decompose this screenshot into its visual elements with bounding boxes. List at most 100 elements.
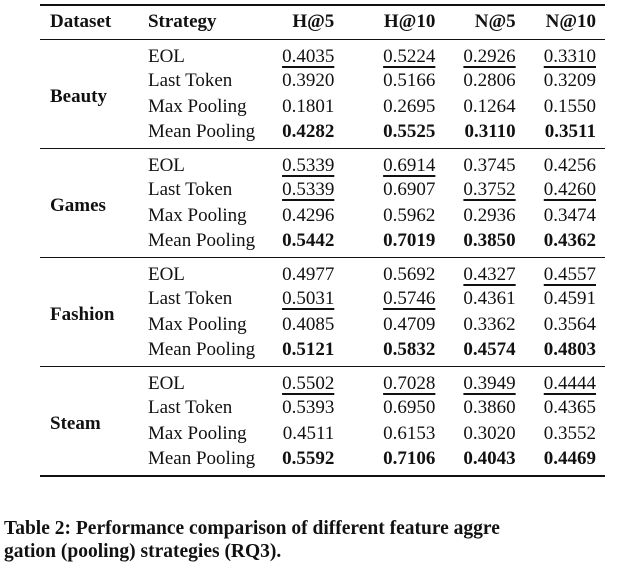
- metric-value: 0.6950: [383, 396, 436, 418]
- metric-cell: 0.2806: [435, 68, 515, 95]
- metric-cell: 0.4256: [516, 148, 605, 177]
- metric-cell: 0.4977: [275, 257, 335, 286]
- metric-cell: 0.1801: [275, 94, 335, 121]
- metric-cell: 0.5832: [334, 339, 435, 367]
- strategy-label: EOL: [147, 154, 185, 176]
- metric-cell: 0.4803: [516, 339, 605, 367]
- metric-value: 0.5442: [282, 229, 335, 251]
- metric-cell: 0.4574: [435, 339, 515, 367]
- metric-value: 0.1801: [282, 96, 335, 118]
- metric-cell: 0.5121: [275, 338, 335, 367]
- metric-cell: 0.5592: [275, 447, 335, 476]
- header-n10: N@10: [545, 11, 596, 33]
- metric-cell: 0.5166: [334, 68, 435, 95]
- metric-value: 0.4260: [543, 178, 596, 200]
- table-row: Max Pooling 0.1801 0.2695 0.1264 0.1550: [40, 94, 605, 121]
- metric-cell: 0.4362: [516, 230, 605, 258]
- strategy-label: Last Token: [147, 287, 233, 309]
- header-h10: H@10: [383, 11, 436, 33]
- metric-value: 0.3362: [463, 314, 516, 336]
- metric-value: 0.4977: [282, 263, 335, 285]
- metric-value: 0.5592: [282, 447, 335, 469]
- metric-cell: 0.3110: [435, 121, 515, 149]
- metric-value: 0.3860: [463, 396, 516, 418]
- metric-cell: 0.4361: [435, 286, 515, 313]
- metric-value: 0.4469: [543, 447, 596, 469]
- strategy-label: EOL: [147, 45, 185, 67]
- metric-cell: 0.6153: [334, 421, 435, 448]
- metric-value: 0.3310: [543, 45, 596, 67]
- metric-cell: 0.3752: [435, 177, 515, 204]
- metric-value: 0.2695: [383, 96, 436, 118]
- metric-value: 0.2936: [463, 205, 516, 227]
- metric-value: 0.3920: [282, 69, 335, 91]
- metric-cell: 0.5525: [334, 121, 435, 149]
- metric-value: 0.3474: [543, 205, 596, 227]
- metric-cell: 0.2695: [334, 94, 435, 121]
- metric-cell: 0.1264: [435, 94, 515, 121]
- metric-value: 0.4282: [282, 120, 335, 142]
- strategy-label: Mean Pooling: [147, 338, 256, 360]
- strategy-label: Last Token: [147, 178, 233, 200]
- table-row: Mean Pooling 0.5442 0.7019 0.3850 0.4362: [40, 229, 605, 258]
- table-row: Last Token 0.5393 0.6950 0.3860 0.4365: [40, 395, 605, 422]
- strategy-label: EOL: [147, 263, 185, 285]
- metric-value: 0.4557: [543, 263, 596, 285]
- dataset-label: Steam: [50, 412, 101, 434]
- metric-value: 0.3745: [463, 154, 516, 176]
- strategy-label: Max Pooling: [147, 205, 247, 227]
- strategy-label: Max Pooling: [147, 314, 247, 336]
- metric-value: 0.1550: [543, 96, 596, 118]
- metric-cell: 0.3362: [435, 312, 515, 339]
- metric-value: 0.3209: [543, 69, 596, 91]
- table-row: Mean Pooling 0.4282 0.5525 0.3110 0.3511: [40, 120, 605, 149]
- metric-value: 0.4327: [463, 263, 516, 285]
- header-dataset: Dataset: [50, 11, 112, 33]
- metric-cell: 0.5224: [334, 39, 435, 68]
- metric-cell: 0.6907: [334, 177, 435, 204]
- metric-value: 0.5692: [383, 263, 436, 285]
- metric-cell: 0.3850: [435, 230, 515, 258]
- metric-value: 0.4043: [463, 447, 516, 469]
- metric-cell: 0.4035: [275, 39, 334, 68]
- metric-cell: 0.5442: [275, 229, 335, 258]
- metric-value: 0.7019: [383, 229, 436, 251]
- table-row: Last Token 0.5339 0.6907 0.3752 0.4260: [40, 177, 605, 204]
- table-row: Mean Pooling 0.5592 0.7106 0.4043 0.4469: [40, 448, 605, 476]
- table-row: Last Token 0.3920 0.5166 0.2806 0.3209: [40, 68, 605, 95]
- metric-cell: 0.3564: [516, 312, 605, 339]
- metric-cell: 0.4043: [435, 448, 515, 476]
- metric-cell: 0.4327: [435, 257, 515, 286]
- metric-value: 0.4365: [543, 396, 596, 418]
- metric-value: 0.3564: [543, 314, 596, 336]
- strategy-label: Max Pooling: [147, 423, 247, 445]
- metric-cell: 0.5746: [334, 286, 435, 313]
- metric-value: 0.5121: [282, 338, 335, 360]
- dataset-group-games: Games EOL 0.5339 0.6914 0.3745 0.4256 Last Tok…: [40, 148, 605, 257]
- metric-cell: 0.3511: [516, 121, 605, 149]
- strategy-label: Last Token: [147, 396, 233, 418]
- metric-cell: 0.5692: [334, 257, 435, 286]
- metric-cell: 0.4260: [516, 177, 605, 204]
- metric-value: 0.5962: [383, 205, 436, 227]
- dataset-label: Games: [50, 194, 106, 216]
- strategy-label: Last Token: [147, 69, 233, 91]
- metric-cell: 0.4296: [275, 203, 335, 230]
- metric-value: 0.2806: [463, 69, 516, 91]
- metric-cell: 0.5502: [275, 366, 334, 395]
- dataset-label: Beauty: [50, 85, 107, 107]
- metric-value: 0.4803: [543, 338, 596, 360]
- strategy-label: Mean Pooling: [147, 229, 256, 251]
- metric-cell: 0.3860: [435, 395, 515, 422]
- metric-value: 0.4296: [282, 205, 335, 227]
- table-row: Max Pooling 0.4511 0.6153 0.3020 0.3552: [40, 421, 605, 448]
- metric-value: 0.4361: [463, 287, 516, 309]
- header-n5: N@5: [474, 11, 516, 33]
- metric-cell: 0.4591: [516, 286, 605, 313]
- metric-cell: 0.3209: [516, 68, 605, 95]
- metric-cell: 0.3920: [275, 68, 335, 95]
- table-row: Fashion EOL 0.4977 0.5692 0.4327 0.4557: [40, 257, 605, 325]
- metric-cell: 0.3474: [516, 203, 605, 230]
- table-row: Steam EOL 0.5502 0.7028 0.3949 0.4444: [40, 366, 605, 434]
- metric-cell: 0.4085: [275, 312, 334, 339]
